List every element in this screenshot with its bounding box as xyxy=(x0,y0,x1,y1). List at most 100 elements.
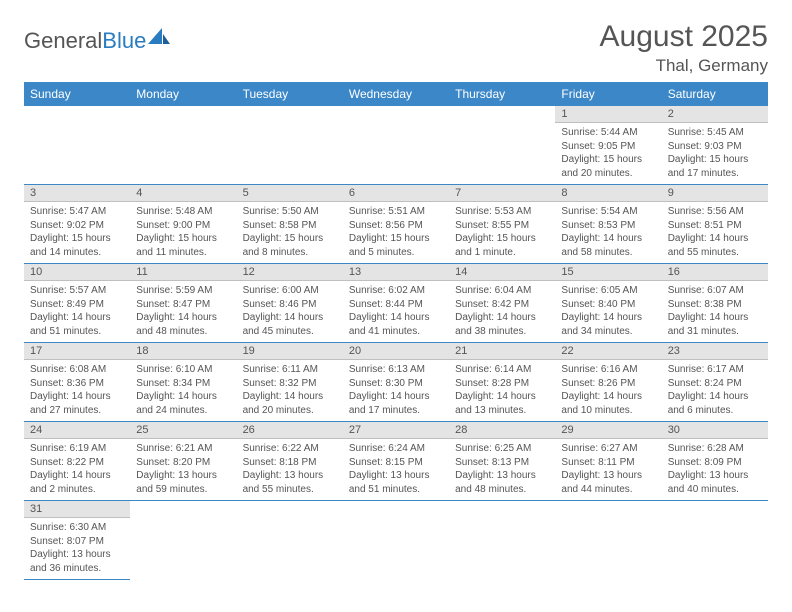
sunset-text: Sunset: 8:26 PM xyxy=(561,377,655,391)
daylight-text: Daylight: 14 hours and 27 minutes. xyxy=(30,390,124,417)
brand-part2: Blue xyxy=(102,28,146,54)
day-detail-cell xyxy=(237,123,343,185)
day-detail-cell: Sunrise: 6:22 AMSunset: 8:18 PMDaylight:… xyxy=(237,439,343,501)
day-detail-cell: Sunrise: 6:16 AMSunset: 8:26 PMDaylight:… xyxy=(555,360,661,422)
daylight-text: Daylight: 14 hours and 17 minutes. xyxy=(349,390,443,417)
daylight-text: Daylight: 14 hours and 34 minutes. xyxy=(561,311,655,338)
dayheader-sat: Saturday xyxy=(662,82,768,106)
day-number-cell: 24 xyxy=(24,422,130,439)
day-detail-cell: Sunrise: 5:50 AMSunset: 8:58 PMDaylight:… xyxy=(237,202,343,264)
sunrise-text: Sunrise: 5:48 AM xyxy=(136,205,230,219)
day-number-cell: 6 xyxy=(343,185,449,202)
day-number-cell: 17 xyxy=(24,343,130,360)
sunrise-text: Sunrise: 6:14 AM xyxy=(455,363,549,377)
sunrise-text: Sunrise: 6:28 AM xyxy=(668,442,762,456)
day-detail-cell: Sunrise: 6:08 AMSunset: 8:36 PMDaylight:… xyxy=(24,360,130,422)
header: GeneralBlue August 2025 Thal, Germany xyxy=(24,20,768,76)
sunset-text: Sunset: 8:24 PM xyxy=(668,377,762,391)
sunrise-text: Sunrise: 6:22 AM xyxy=(243,442,337,456)
daylight-text: Daylight: 15 hours and 11 minutes. xyxy=(136,232,230,259)
sunrise-text: Sunrise: 5:53 AM xyxy=(455,205,549,219)
daylight-text: Daylight: 14 hours and 20 minutes. xyxy=(243,390,337,417)
day-detail-cell: Sunrise: 5:54 AMSunset: 8:53 PMDaylight:… xyxy=(555,202,661,264)
day-detail-cell xyxy=(555,518,661,580)
day-detail-cell: Sunrise: 6:17 AMSunset: 8:24 PMDaylight:… xyxy=(662,360,768,422)
dayheader-thu: Thursday xyxy=(449,82,555,106)
sunset-text: Sunset: 8:53 PM xyxy=(561,219,655,233)
day-number-cell: 28 xyxy=(449,422,555,439)
sunset-text: Sunset: 8:30 PM xyxy=(349,377,443,391)
daylight-text: Daylight: 14 hours and 41 minutes. xyxy=(349,311,443,338)
day-detail-cell: Sunrise: 5:45 AMSunset: 9:03 PMDaylight:… xyxy=(662,123,768,185)
daylight-text: Daylight: 15 hours and 5 minutes. xyxy=(349,232,443,259)
daylight-text: Daylight: 14 hours and 24 minutes. xyxy=(136,390,230,417)
daynum-row: 17181920212223 xyxy=(24,343,768,360)
day-number-cell xyxy=(130,501,236,518)
daynum-row: 3456789 xyxy=(24,185,768,202)
day-detail-cell xyxy=(237,518,343,580)
sunrise-text: Sunrise: 5:56 AM xyxy=(668,205,762,219)
sunset-text: Sunset: 8:28 PM xyxy=(455,377,549,391)
day-number-cell: 2 xyxy=(662,106,768,123)
day-number-cell: 23 xyxy=(662,343,768,360)
daylight-text: Daylight: 13 hours and 55 minutes. xyxy=(243,469,337,496)
sunset-text: Sunset: 8:46 PM xyxy=(243,298,337,312)
dayheader-fri: Friday xyxy=(555,82,661,106)
daylight-text: Daylight: 14 hours and 48 minutes. xyxy=(136,311,230,338)
day-detail-cell: Sunrise: 6:10 AMSunset: 8:34 PMDaylight:… xyxy=(130,360,236,422)
sunset-text: Sunset: 8:58 PM xyxy=(243,219,337,233)
sunrise-text: Sunrise: 5:59 AM xyxy=(136,284,230,298)
day-number-cell xyxy=(237,501,343,518)
day-detail-cell: Sunrise: 6:13 AMSunset: 8:30 PMDaylight:… xyxy=(343,360,449,422)
day-detail-cell: Sunrise: 6:30 AMSunset: 8:07 PMDaylight:… xyxy=(24,518,130,580)
daylight-text: Daylight: 14 hours and 45 minutes. xyxy=(243,311,337,338)
day-detail-cell: Sunrise: 6:27 AMSunset: 8:11 PMDaylight:… xyxy=(555,439,661,501)
day-detail-cell: Sunrise: 6:07 AMSunset: 8:38 PMDaylight:… xyxy=(662,281,768,343)
day-number-cell xyxy=(449,501,555,518)
sunset-text: Sunset: 8:32 PM xyxy=(243,377,337,391)
sunrise-text: Sunrise: 5:45 AM xyxy=(668,126,762,140)
sunrise-text: Sunrise: 6:10 AM xyxy=(136,363,230,377)
dayheader-wed: Wednesday xyxy=(343,82,449,106)
day-detail-cell: Sunrise: 5:53 AMSunset: 8:55 PMDaylight:… xyxy=(449,202,555,264)
sunset-text: Sunset: 8:55 PM xyxy=(455,219,549,233)
month-title: August 2025 xyxy=(600,20,768,54)
day-number-cell: 1 xyxy=(555,106,661,123)
sunrise-text: Sunrise: 5:51 AM xyxy=(349,205,443,219)
day-detail-cell: Sunrise: 6:25 AMSunset: 8:13 PMDaylight:… xyxy=(449,439,555,501)
day-number-cell: 22 xyxy=(555,343,661,360)
day-detail-cell: Sunrise: 5:44 AMSunset: 9:05 PMDaylight:… xyxy=(555,123,661,185)
day-detail-cell: Sunrise: 6:24 AMSunset: 8:15 PMDaylight:… xyxy=(343,439,449,501)
sunrise-text: Sunrise: 5:50 AM xyxy=(243,205,337,219)
day-number-cell xyxy=(24,106,130,123)
day-number-cell: 15 xyxy=(555,264,661,281)
daylight-text: Daylight: 13 hours and 36 minutes. xyxy=(30,548,124,575)
day-number-cell xyxy=(555,501,661,518)
day-number-cell: 8 xyxy=(555,185,661,202)
brand-part1: General xyxy=(24,28,102,54)
location: Thal, Germany xyxy=(600,56,768,76)
day-number-cell xyxy=(662,501,768,518)
sunset-text: Sunset: 8:44 PM xyxy=(349,298,443,312)
sunset-text: Sunset: 8:49 PM xyxy=(30,298,124,312)
day-number-cell xyxy=(343,106,449,123)
sunrise-text: Sunrise: 6:08 AM xyxy=(30,363,124,377)
daylight-text: Daylight: 14 hours and 2 minutes. xyxy=(30,469,124,496)
sunrise-text: Sunrise: 6:16 AM xyxy=(561,363,655,377)
daylight-text: Daylight: 15 hours and 8 minutes. xyxy=(243,232,337,259)
sunrise-text: Sunrise: 6:19 AM xyxy=(30,442,124,456)
daylight-text: Daylight: 14 hours and 31 minutes. xyxy=(668,311,762,338)
day-detail-cell: Sunrise: 6:11 AMSunset: 8:32 PMDaylight:… xyxy=(237,360,343,422)
day-number-cell xyxy=(130,106,236,123)
sunrise-text: Sunrise: 5:57 AM xyxy=(30,284,124,298)
daylight-text: Daylight: 14 hours and 6 minutes. xyxy=(668,390,762,417)
sunset-text: Sunset: 8:22 PM xyxy=(30,456,124,470)
sunrise-text: Sunrise: 6:04 AM xyxy=(455,284,549,298)
sunset-text: Sunset: 8:20 PM xyxy=(136,456,230,470)
day-detail-cell: Sunrise: 6:00 AMSunset: 8:46 PMDaylight:… xyxy=(237,281,343,343)
sunrise-text: Sunrise: 6:11 AM xyxy=(243,363,337,377)
day-number-cell: 4 xyxy=(130,185,236,202)
day-number-cell: 29 xyxy=(555,422,661,439)
daylight-text: Daylight: 14 hours and 10 minutes. xyxy=(561,390,655,417)
daylight-text: Daylight: 13 hours and 48 minutes. xyxy=(455,469,549,496)
